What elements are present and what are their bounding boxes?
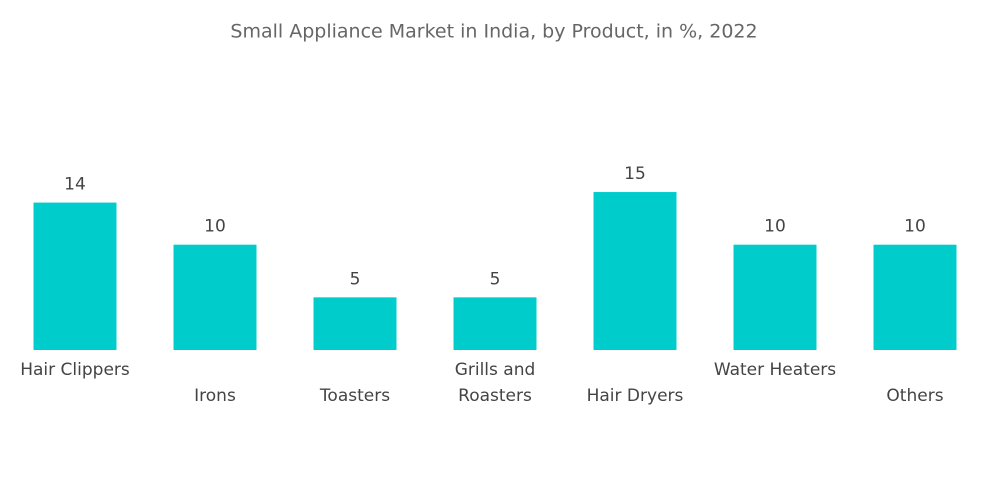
chart-title: Small Appliance Market in India, by Prod… [230, 21, 757, 43]
value-label: 10 [204, 217, 226, 237]
bar [173, 244, 257, 350]
bar [873, 244, 957, 350]
bar [593, 192, 677, 350]
bar [33, 202, 117, 350]
value-label: 5 [350, 269, 361, 289]
x-tick-label: Others [886, 386, 944, 406]
x-tick-label: Irons [194, 386, 236, 406]
x-tick-label: Water Heaters [713, 360, 837, 380]
x-tick-label: Toasters [319, 386, 391, 406]
value-label: 15 [624, 164, 646, 184]
x-tick-label: Hair Dryers [586, 386, 684, 406]
value-label: 14 [64, 175, 86, 195]
x-tick-label: Grills and Roasters [454, 360, 536, 406]
value-label: 10 [764, 217, 786, 237]
x-tick-label: Hair Clippers [20, 360, 130, 380]
value-label: 5 [490, 269, 501, 289]
bar [313, 297, 397, 350]
value-label: 10 [904, 217, 926, 237]
bar [453, 297, 537, 350]
bar [733, 244, 817, 350]
